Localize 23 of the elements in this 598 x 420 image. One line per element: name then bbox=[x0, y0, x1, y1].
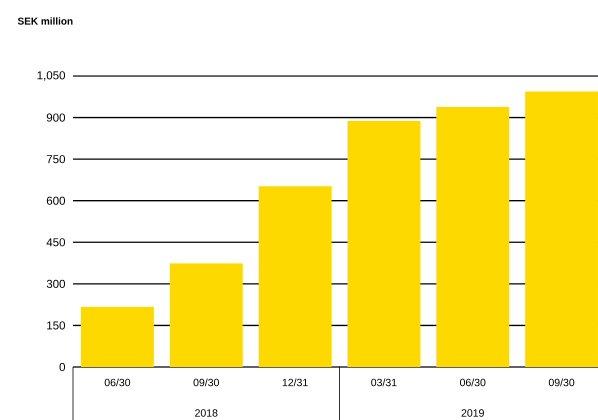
y-tick-label: 450 bbox=[46, 238, 66, 246]
x-tick-label: 06/30 bbox=[460, 378, 486, 386]
chart-title: SEK million bbox=[18, 17, 72, 25]
x-tick-label: 09/30 bbox=[548, 378, 574, 386]
bar bbox=[81, 306, 154, 367]
y-tick-label: 900 bbox=[46, 113, 66, 122]
y-tick-label: 750 bbox=[46, 155, 66, 164]
x-tick-label: 12/31 bbox=[282, 378, 308, 386]
text: 2018 bbox=[195, 409, 218, 417]
bar bbox=[258, 186, 332, 367]
y-tick-label: 0 bbox=[60, 362, 66, 372]
text: 2019 bbox=[462, 409, 484, 417]
x-tick-label: 06/30 bbox=[104, 378, 130, 386]
bar bbox=[170, 263, 243, 367]
x-tick-label: 09/30 bbox=[194, 378, 219, 386]
bar bbox=[347, 120, 420, 367]
x-tick-label: 03/31 bbox=[371, 378, 397, 386]
bar bbox=[525, 92, 598, 367]
y-tick-label: 300 bbox=[46, 280, 66, 288]
y-tick-label: 150 bbox=[47, 321, 66, 330]
bar bbox=[436, 107, 510, 367]
y-tick-label: 1,050 bbox=[38, 71, 66, 81]
y-tick-label: 600 bbox=[46, 196, 66, 205]
